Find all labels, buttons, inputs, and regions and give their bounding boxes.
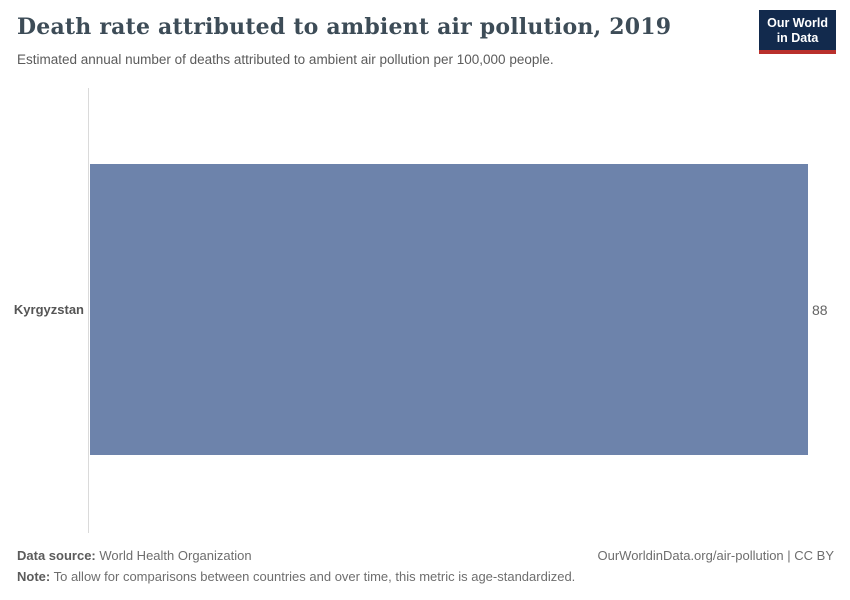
note-label: Note: [17, 569, 51, 584]
owid-logo-line1: Our World [767, 16, 828, 30]
owid-logo-line2: in Data [776, 31, 819, 45]
owid-logo[interactable]: Our World in Data [759, 10, 836, 54]
y-axis-line [88, 88, 89, 533]
plot-area [90, 164, 808, 455]
bar [90, 164, 808, 455]
datasource-value: World Health Organization [95, 548, 252, 563]
attribution-link[interactable]: OurWorldinData.org/air-pollution | CC BY [597, 548, 834, 563]
entity-label: Kyrgyzstan [13, 302, 84, 317]
note-value: To allow for comparisons between countri… [50, 569, 576, 584]
note-line: Note: To allow for comparisons between c… [17, 569, 575, 584]
chart-subtitle: Estimated annual number of deaths attrib… [17, 52, 554, 67]
datasource-line: Data source: World Health Organization [17, 548, 252, 563]
chart-title: Death rate attributed to ambient air pol… [17, 14, 672, 40]
datasource-label: Data source: [17, 548, 96, 563]
bar-value-label: 88 [812, 301, 828, 318]
